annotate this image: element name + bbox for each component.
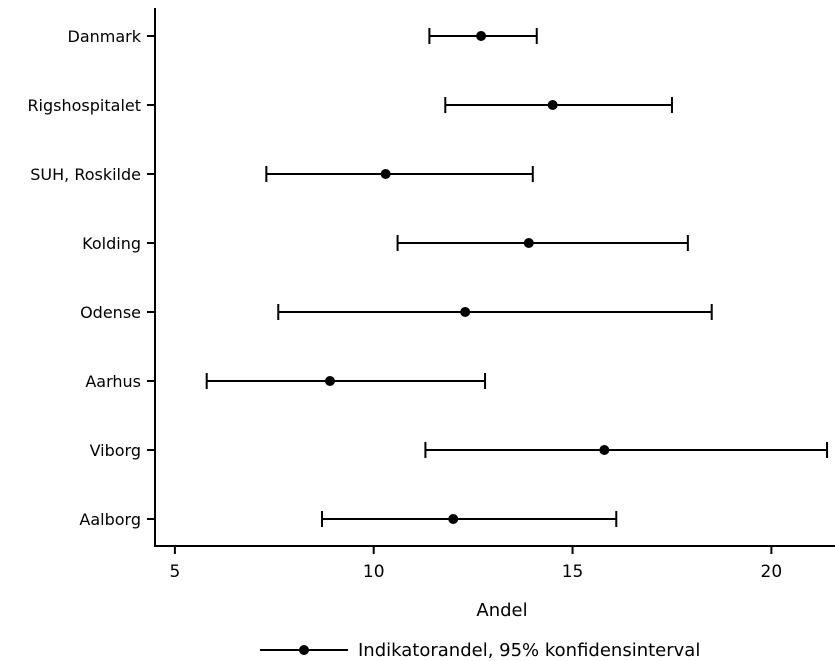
data-point (476, 31, 487, 41)
legend-label: Indikatorandel, 95% konfidensinterval (358, 640, 700, 661)
y-tick-label: Aarhus (85, 372, 141, 391)
data-point (547, 100, 558, 110)
y-axis-labels: Danmark Rigshospitalet SUH, Roskilde Koldin… (27, 27, 155, 529)
y-tick-label: Aalborg (79, 510, 141, 529)
data-point (448, 514, 459, 524)
data-point (324, 376, 335, 386)
x-axis-title: Andel (476, 600, 527, 621)
data-point (523, 238, 534, 248)
y-tick-label: Viborg (90, 441, 141, 460)
data-point (599, 445, 610, 455)
data-point (460, 307, 471, 317)
x-tick-label: 20 (761, 562, 783, 582)
legend: Indikatorandel, 95% konfidensinterval (260, 640, 700, 661)
x-tick-label: 15 (562, 562, 584, 582)
y-tick-label: Kolding (82, 234, 141, 253)
x-axis-ticks: 5 10 15 20 (169, 546, 782, 582)
x-tick-label: 5 (169, 562, 180, 582)
data-point (380, 169, 391, 179)
y-tick-label: Rigshospitalet (27, 96, 141, 115)
x-tick-label: 10 (363, 562, 385, 582)
plot-marks (205, 28, 829, 527)
y-tick-label: SUH, Roskilde (30, 165, 141, 184)
y-tick-label: Odense (80, 303, 141, 322)
legend-marker (299, 645, 309, 655)
y-tick-label: Danmark (68, 27, 142, 46)
